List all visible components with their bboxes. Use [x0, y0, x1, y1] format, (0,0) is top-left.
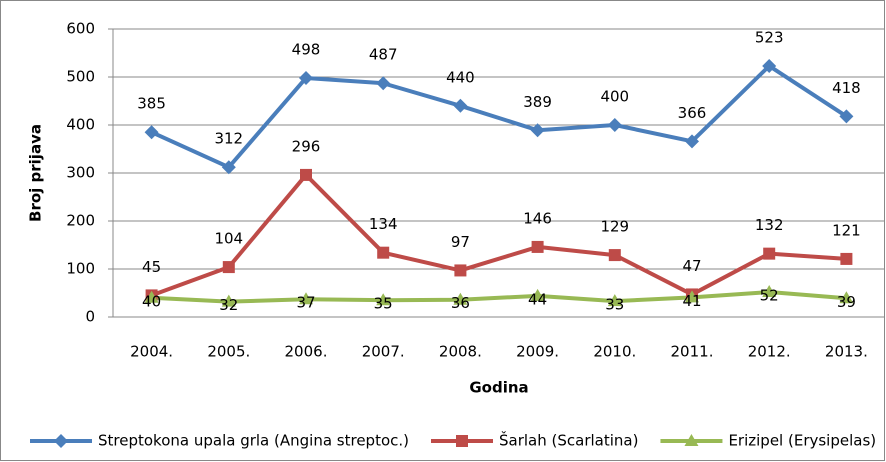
- marker: [530, 123, 545, 138]
- marker: [530, 288, 545, 301]
- data-label: 146: [523, 209, 552, 227]
- data-label: 129: [600, 218, 629, 236]
- x-tick-label: 2004.: [130, 343, 173, 361]
- data-label: 440: [446, 68, 475, 86]
- x-tick-label: 2007.: [362, 343, 405, 361]
- marker: [608, 249, 621, 262]
- marker: [453, 98, 468, 113]
- y-tick-label: 400: [66, 116, 95, 134]
- data-label: 385: [137, 95, 166, 113]
- marker: [685, 290, 699, 303]
- marker: [376, 76, 391, 91]
- y-tick-label: 0: [85, 308, 95, 326]
- marker: [531, 240, 544, 253]
- data-label: 104: [214, 230, 243, 248]
- legend-label: Šarlah (Scarlatina): [499, 431, 638, 450]
- marker: [453, 292, 468, 305]
- marker: [144, 290, 159, 303]
- x-tick-label: 2010.: [593, 343, 636, 361]
- y-axis-title: Broj prijava: [27, 124, 45, 222]
- marker: [762, 58, 777, 73]
- data-label: 40: [142, 292, 161, 310]
- data-label: 36: [451, 294, 470, 312]
- y-tick-label: 200: [66, 212, 95, 230]
- data-label: 37: [296, 294, 315, 312]
- x-tick-label: 2008.: [439, 343, 482, 361]
- data-label: 366: [678, 104, 707, 122]
- data-label: 134: [369, 215, 398, 233]
- marker: [221, 160, 236, 175]
- y-tick-label: 300: [66, 164, 95, 182]
- x-tick-label: 2013.: [825, 343, 868, 361]
- data-label: 487: [369, 46, 398, 64]
- data-label: 296: [292, 137, 321, 155]
- data-label: 39: [837, 293, 856, 311]
- data-label: 97: [451, 233, 470, 251]
- marker: [300, 168, 312, 181]
- data-label: 47: [682, 257, 701, 275]
- legend-label: Erizipel (Erysipelas): [728, 432, 876, 450]
- data-label: 32: [219, 296, 238, 314]
- data-label: 121: [832, 221, 861, 239]
- data-label: 312: [214, 130, 243, 148]
- data-label: 44: [528, 290, 547, 308]
- x-axis-title: Godina: [469, 379, 528, 397]
- marker: [144, 125, 159, 140]
- legend-marker: [456, 435, 468, 447]
- x-tick-label: 2009.: [516, 343, 559, 361]
- data-label: 418: [832, 79, 861, 97]
- marker: [762, 285, 777, 298]
- marker: [377, 246, 390, 259]
- y-tick-label: 500: [66, 68, 95, 86]
- marker: [221, 294, 236, 307]
- marker: [607, 118, 622, 132]
- marker: [222, 261, 235, 274]
- data-label: 389: [523, 93, 552, 111]
- marker: [839, 291, 854, 304]
- x-tick-label: 2006.: [285, 343, 328, 361]
- data-label: 45: [142, 258, 161, 276]
- data-label: 52: [760, 287, 779, 305]
- data-label: 400: [600, 88, 629, 106]
- data-label: 523: [755, 28, 784, 46]
- marker: [607, 294, 622, 307]
- marker: [376, 293, 391, 306]
- legend-label: Streptokona upala grla (Angina streptoc.…: [98, 432, 409, 450]
- marker: [840, 252, 853, 265]
- x-tick-label: 2011.: [671, 343, 714, 361]
- marker: [299, 70, 313, 85]
- series-line: [151, 290, 847, 304]
- series-line: [150, 172, 847, 298]
- y-tick-label: 600: [66, 20, 95, 38]
- legend: Streptokona upala grla (Angina streptoc.…: [30, 431, 876, 450]
- x-tick-label: 2005.: [207, 343, 250, 361]
- data-label: 498: [292, 40, 321, 58]
- data-label: 41: [682, 292, 701, 310]
- series-line: [150, 63, 848, 170]
- data-label: 132: [755, 216, 784, 234]
- data-label: 33: [605, 296, 624, 314]
- x-tick-label: 2012.: [748, 343, 791, 361]
- y-tick-label: 100: [66, 260, 95, 278]
- marker: [839, 109, 854, 124]
- legend-marker: [684, 434, 699, 446]
- data-label: 35: [374, 295, 393, 313]
- marker: [763, 247, 776, 260]
- marker: [685, 134, 699, 149]
- marker: [454, 264, 467, 277]
- marker: [299, 292, 313, 305]
- legend-marker: [54, 434, 68, 448]
